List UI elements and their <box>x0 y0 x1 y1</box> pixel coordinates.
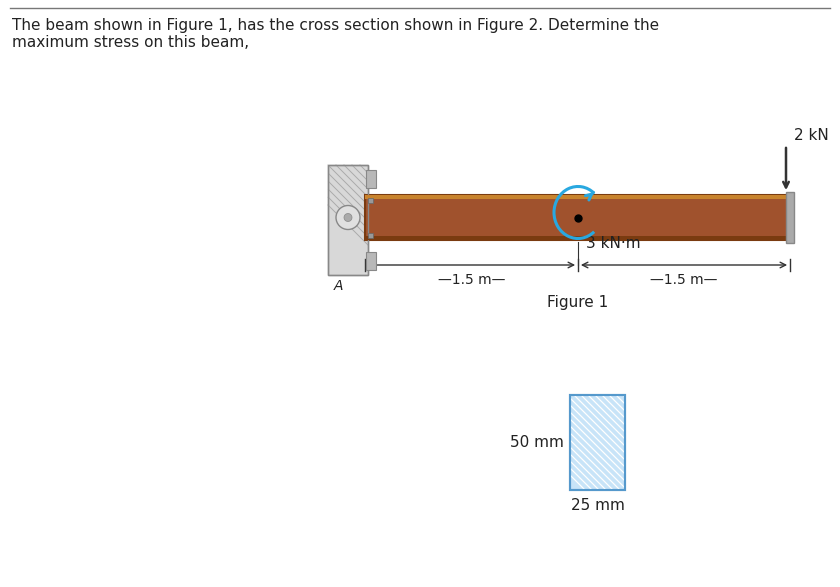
Bar <box>365 236 790 240</box>
Bar <box>786 192 794 243</box>
Bar <box>328 165 368 275</box>
Text: Figure 1: Figure 1 <box>548 295 609 310</box>
Text: 25 mm: 25 mm <box>570 498 624 513</box>
Text: —1.5 m—: —1.5 m— <box>438 273 505 287</box>
Circle shape <box>344 214 352 221</box>
Text: 2 kN: 2 kN <box>794 128 829 143</box>
Bar <box>328 165 368 275</box>
Text: A: A <box>334 279 344 293</box>
Text: The beam shown in Figure 1, has the cross section shown in Figure 2. Determine t: The beam shown in Figure 1, has the cros… <box>12 18 659 50</box>
Bar <box>365 195 790 240</box>
Bar <box>570 395 625 490</box>
Text: —1.5 m—: —1.5 m— <box>650 273 717 287</box>
Bar <box>570 395 625 490</box>
Circle shape <box>336 205 360 230</box>
Bar <box>366 252 376 270</box>
Text: 50 mm: 50 mm <box>510 435 564 450</box>
Bar <box>366 170 376 188</box>
Bar <box>368 198 373 203</box>
Text: 3 kN·m: 3 kN·m <box>586 235 641 251</box>
Bar <box>368 233 373 238</box>
Bar <box>365 195 790 199</box>
